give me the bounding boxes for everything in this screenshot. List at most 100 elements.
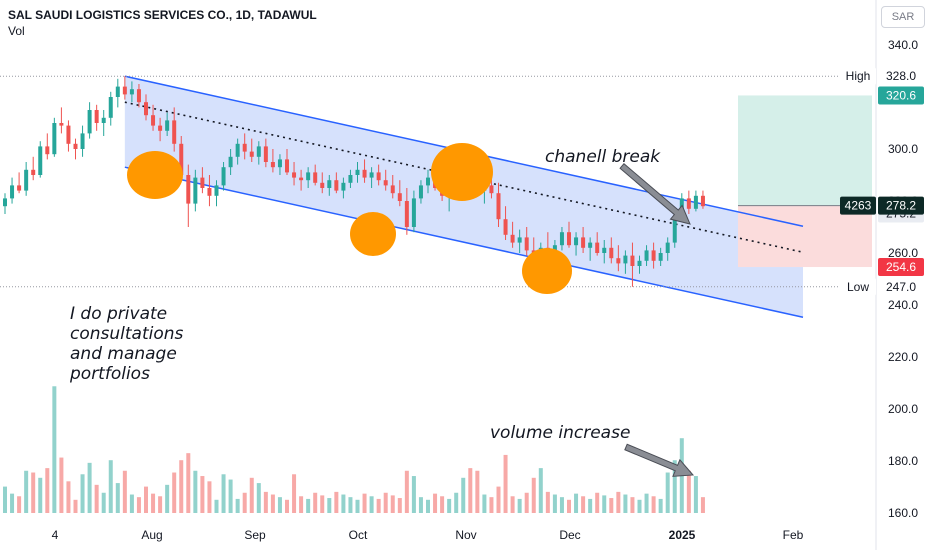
volume-bar [447,498,452,513]
candle-body [101,117,106,123]
loss-zone [738,205,872,268]
candle-body [637,260,642,266]
volume-bar [383,492,388,513]
volume-bar [327,498,332,513]
price-tick-label: 300.0 [888,142,918,156]
volume-bar [59,457,64,513]
time-tick-label: Oct [349,528,368,542]
candle-body [108,97,113,118]
high-label-bg [840,67,876,86]
candle-body [115,86,120,97]
candle-body [426,177,430,186]
volume-increase-arrow [624,443,695,477]
volume-bar [376,498,381,513]
target-tag: 320.6 [886,88,916,102]
candle-body [242,143,247,152]
volume-bar [503,454,508,513]
profit-zone [738,95,872,206]
candle-body [616,258,621,264]
candle-body [510,234,515,243]
candle-body [24,169,29,191]
volume-bar [242,492,247,513]
candle-body [66,125,71,144]
stop-tag: 254.6 [886,260,916,274]
volume-bar [411,476,416,513]
candle-body [693,195,698,209]
low-value-tag: 247.0 [886,280,916,294]
candle-body [665,242,670,253]
candle-body [383,180,388,186]
candle-body [630,255,635,266]
candle-body [129,89,134,95]
volume-bar [313,492,318,513]
candle-body [524,237,529,251]
high-value-tag: 328.0 [886,69,916,83]
candle-body [179,143,184,175]
volume-bar [559,497,564,513]
candle-body [193,177,198,204]
volume-bar [489,497,494,513]
volume-bar [545,491,550,513]
price-tick-label: 160.0 [888,506,918,520]
channel-lower-line [124,166,804,318]
low-value-tag-bg [878,277,924,296]
channel-median-line [124,101,804,254]
volume-tag: 4263 [845,199,872,213]
candle-body [397,193,402,201]
volume-bar [482,494,487,513]
candle-body [390,185,395,194]
candle-body [574,237,579,246]
candle-body [341,182,346,191]
volume-bar [108,460,113,513]
candle-body [285,159,289,173]
time-tick-label: Nov [455,528,476,542]
volume-bar [24,470,29,513]
symbol-title: SAL SAUDI LOGISTICS SERVICES CO., 1D, TA… [8,8,317,22]
candle-body [3,198,7,207]
candle-body [362,169,367,178]
volume-increase-annotation: volume increase [490,423,630,443]
candle-body [404,201,409,227]
volume-bar [341,494,346,513]
volume-bar [158,496,163,513]
low-label-bg [840,277,876,296]
candle-body [517,237,522,243]
volume-bar [531,477,536,513]
volume-bar [517,498,522,513]
volume-bar [277,497,282,513]
price-tick-label: 200.0 [888,402,918,416]
candle-body [158,125,163,131]
candle-body [277,159,282,168]
volume-bar [468,468,473,513]
volume-bar [179,460,184,513]
candle-body [658,253,663,261]
volume-bar [3,486,7,513]
volume-bar [426,499,430,513]
promo-text-line: I do private [70,304,167,324]
promo-text-line: portfolios [69,364,150,384]
candle-body [369,172,374,178]
volume-bar [538,468,543,513]
candle-body [299,177,304,181]
candle-body [256,146,261,157]
volume-bar [475,470,480,513]
volume-bar [249,477,254,513]
stop-tag-bg [878,258,924,277]
volume-bar [665,472,670,513]
volume-bar [440,496,445,513]
currency-selector[interactable]: SAR [881,6,925,28]
candle-body [644,250,649,261]
candle-body [87,110,92,134]
volume-bar [31,472,36,513]
candle-body [235,143,240,157]
candle-body [313,172,318,183]
volume-bar [390,495,395,513]
candle-body [700,195,705,207]
volume-bar [228,479,233,513]
volume-bar [122,470,127,513]
candle-body [94,110,99,123]
volume-bar [200,476,205,513]
volume-bar [651,496,656,513]
candle-body [651,250,656,261]
